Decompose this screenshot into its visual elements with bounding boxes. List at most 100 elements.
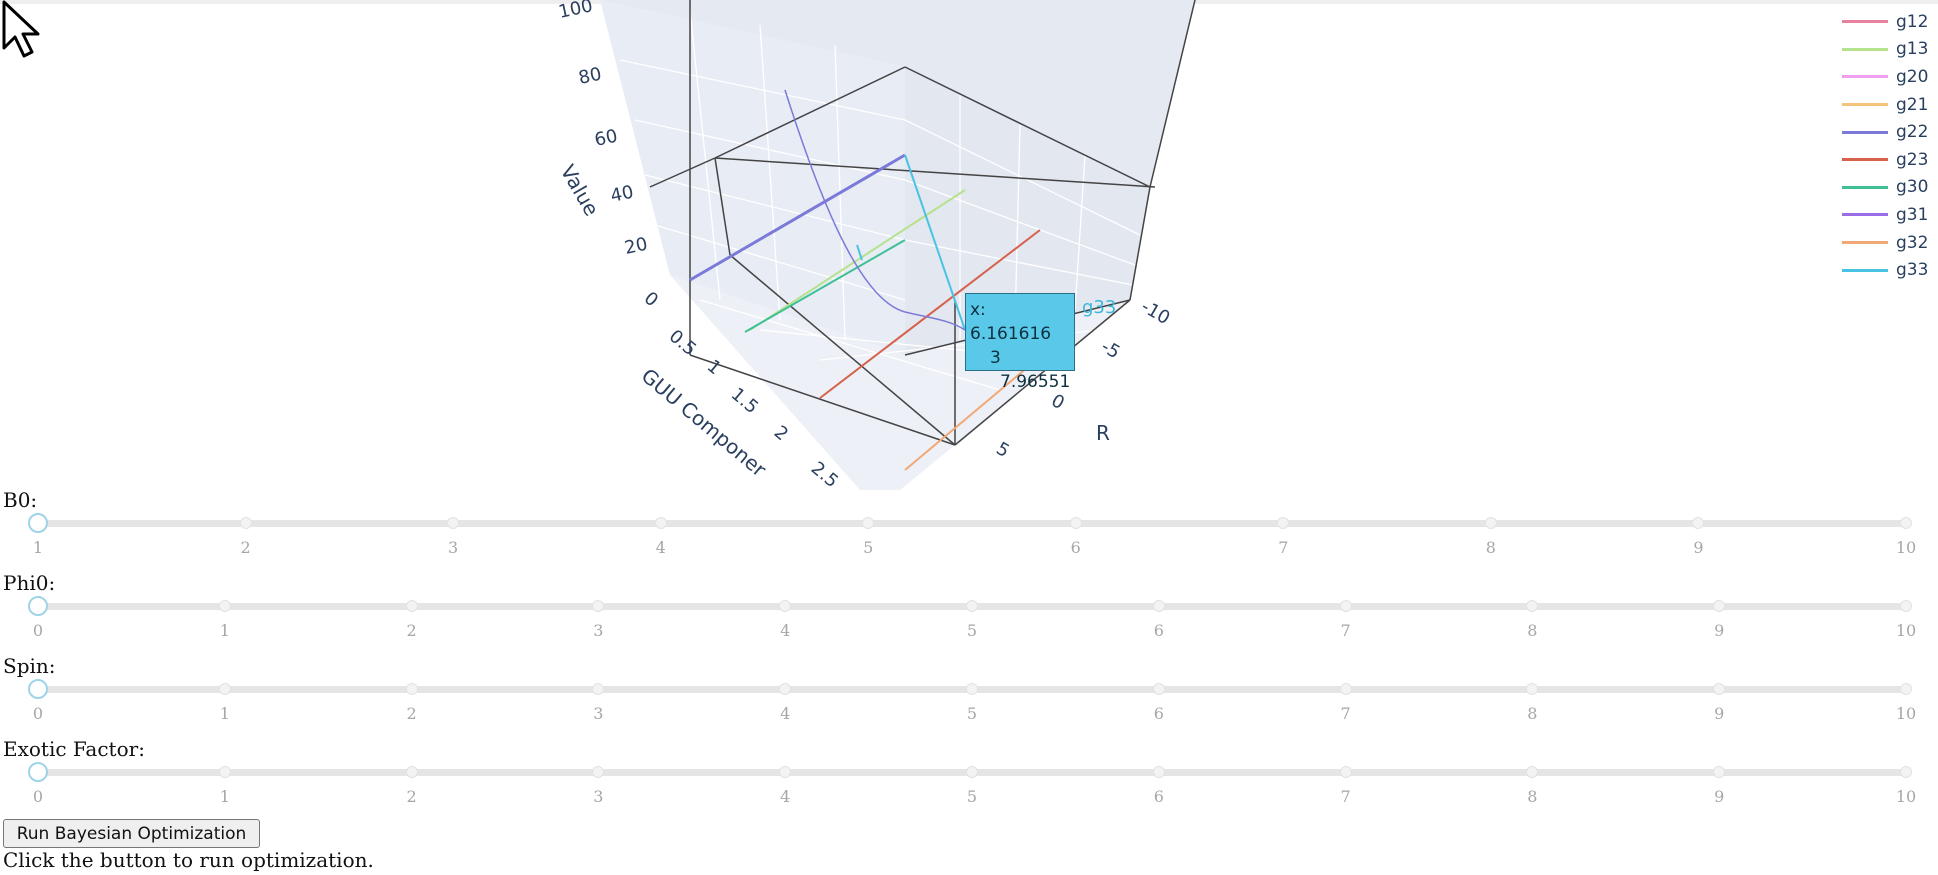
slider-tick-label[interactable]: 1 [32,538,44,557]
slider-tick-mark[interactable] [1339,683,1352,695]
slider-tick-label[interactable]: 4 [655,538,666,557]
slider-tick-label[interactable]: 8 [1527,704,1538,723]
slider-tick-label[interactable]: 9 [1714,621,1725,640]
slider-tick-label[interactable]: 2 [406,704,417,723]
slider-tick-label[interactable]: 10 [1895,621,1917,640]
slider-tick-mark[interactable] [592,600,605,612]
slider-tick-label[interactable]: 6 [1153,621,1164,640]
b0-slider-handle[interactable] [28,513,48,533]
slider-tick-mark[interactable] [966,683,978,695]
slider-tick-label[interactable]: 6 [1153,704,1164,723]
legend-item-g22[interactable]: g22 [1842,118,1938,146]
plot-canvas[interactable]: 100 80 60 40 20 Value 0 0.5 1 1.5 2 2.5 … [0,0,1938,490]
slider-tick-label[interactable]: 1 [219,621,230,640]
slider-tick-label[interactable]: 4 [780,621,791,640]
slider-tick-mark[interactable] [862,517,875,529]
slider-tick-label[interactable]: 7 [1340,704,1351,723]
slider-tick-label[interactable]: 3 [593,621,604,640]
exotic-factor-slider-handle[interactable] [28,762,48,782]
slider-tick-mark[interactable] [218,683,231,695]
slider-tick-mark[interactable] [1900,600,1912,612]
slider-tick-mark[interactable] [654,517,667,529]
slider-tick-label[interactable]: 7 [1340,787,1351,806]
slider-tick-label[interactable]: 5 [966,704,978,723]
slider-tick-label[interactable]: 7 [1340,621,1351,640]
plot-3d-scene[interactable]: 100 80 60 40 20 Value 0 0.5 1 1.5 2 2.5 … [0,0,1938,490]
slider-tick-mark[interactable] [1069,517,1082,529]
slider-tick-mark[interactable] [592,766,605,778]
slider-tick-label[interactable]: 3 [593,704,604,723]
slider-tick-label[interactable]: 5 [863,538,874,557]
slider-tick-mark[interactable] [1526,766,1539,778]
slider-tick-label[interactable]: 1 [219,787,230,806]
slider-tick-mark[interactable] [1900,683,1912,695]
slider-tick-mark[interactable] [779,600,792,612]
slider-tick-mark[interactable] [1713,683,1726,695]
slider-tick-mark[interactable] [218,766,231,778]
slider-tick-mark[interactable] [1152,766,1165,778]
slider-tick-label[interactable]: 2 [406,621,417,640]
slider-tick-mark[interactable] [1713,600,1726,612]
slider-tick-label[interactable]: 9 [1714,704,1725,723]
slider-tick-mark[interactable] [1900,766,1912,778]
slider-tick-mark[interactable] [218,600,231,612]
slider-tick-label[interactable]: 8 [1527,787,1538,806]
slider-tick-mark[interactable] [779,766,792,778]
run-optimization-button[interactable]: Run Bayesian Optimization [3,819,260,848]
slider-tick-mark[interactable] [1526,600,1539,612]
slider-tick-label[interactable]: 0 [32,787,44,806]
slider-tick-label[interactable]: 8 [1485,538,1496,557]
slider-tick-label[interactable]: 10 [1895,704,1917,723]
slider-tick-mark[interactable] [966,600,978,612]
slider-tick-label[interactable]: 0 [32,704,44,723]
slider-tick-label[interactable]: 9 [1714,787,1725,806]
slider-tick-mark[interactable] [1900,517,1912,529]
slider-tick-label[interactable]: 0 [32,621,44,640]
legend-item-g12[interactable]: g12 [1842,8,1938,36]
slider-tick-mark[interactable] [1339,766,1352,778]
slider-tick-mark[interactable] [1339,600,1352,612]
slider-tick-label[interactable]: 4 [780,787,791,806]
slider-tick-mark[interactable] [592,683,605,695]
slider-tick-mark[interactable] [447,517,460,529]
slider-tick-mark[interactable] [779,683,792,695]
slider-tick-label[interactable]: 7 [1278,538,1289,557]
slider-tick-mark[interactable] [405,766,418,778]
slider-tick-label[interactable]: 9 [1693,538,1704,557]
legend-item-g21[interactable]: g21 [1842,91,1938,119]
slider-tick-label[interactable]: 1 [219,704,230,723]
slider-tick-label[interactable]: 10 [1895,787,1917,806]
slider-tick-mark[interactable] [1526,683,1539,695]
slider-tick-mark[interactable] [405,600,418,612]
phi0-slider-handle[interactable] [28,596,48,616]
slider-tick-mark[interactable] [239,517,252,529]
slider-tick-mark[interactable] [1152,683,1165,695]
slider-tick-label[interactable]: 6 [1153,787,1164,806]
slider-tick-label[interactable]: 8 [1527,621,1538,640]
legend-item-g23[interactable]: g23 [1842,146,1938,174]
legend-item-g33[interactable]: g33 [1842,256,1938,284]
b0-slider-track[interactable] [38,520,1906,527]
legend-item-g30[interactable]: g30 [1842,174,1938,202]
slider-tick-mark[interactable] [1713,766,1726,778]
slider-tick-label[interactable]: 4 [780,704,791,723]
legend-item-g13[interactable]: g13 [1842,36,1938,64]
slider-tick-mark[interactable] [966,766,978,778]
slider-tick-label[interactable]: 5 [966,787,978,806]
slider-tick-label[interactable]: 2 [240,538,251,557]
slider-tick-label[interactable]: 2 [406,787,417,806]
slider-tick-mark[interactable] [405,683,418,695]
legend-item-g32[interactable]: g32 [1842,229,1938,257]
spin-slider-handle[interactable] [28,679,48,699]
slider-tick-mark[interactable] [1277,517,1290,529]
slider-tick-label[interactable]: 5 [966,621,978,640]
legend-item-g20[interactable]: g20 [1842,63,1938,91]
slider-tick-label[interactable]: 3 [448,538,459,557]
slider-tick-mark[interactable] [1484,517,1497,529]
slider-tick-label[interactable]: 3 [593,787,604,806]
legend-item-g31[interactable]: g31 [1842,201,1938,229]
slider-tick-mark[interactable] [1692,517,1705,529]
slider-tick-mark[interactable] [1152,600,1165,612]
slider-tick-label[interactable]: 6 [1070,538,1081,557]
slider-tick-label[interactable]: 10 [1895,538,1917,557]
